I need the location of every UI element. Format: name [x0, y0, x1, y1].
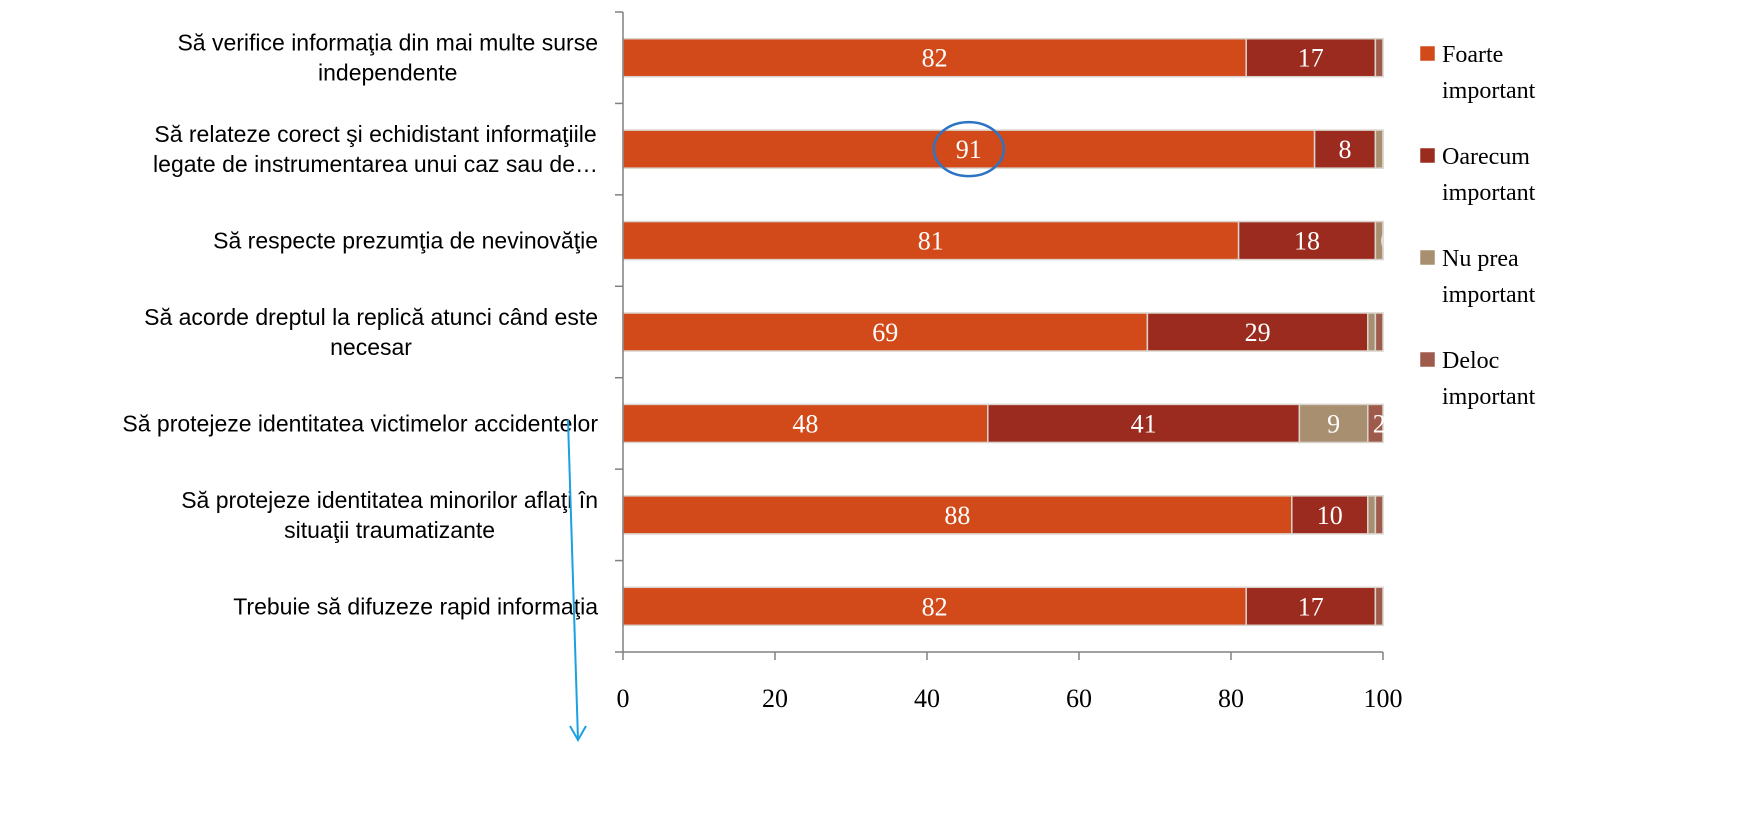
category-label-line: necesar — [330, 334, 412, 360]
data-label: 29 — [1245, 318, 1271, 347]
bar-segment — [622, 37, 1247, 78]
category-label-line: legate de instrumentarea unui caz sau de… — [153, 151, 598, 177]
bar-segment — [622, 129, 1316, 169]
category-label: Să verifice informaţia din mai multe sur… — [177, 30, 598, 86]
legend-label-line: important — [1442, 384, 1536, 410]
category-label-line: Să protejeze identitatea minorilor aflaţ… — [181, 487, 598, 513]
category-labels: Să verifice informaţia din mai multe sur… — [122, 30, 598, 620]
x-tick-label: 20 — [762, 684, 788, 713]
legend-swatch — [1419, 45, 1436, 62]
x-tick-label: 80 — [1218, 684, 1244, 713]
bars-layer: 82170918181180692914841928810182170 — [622, 37, 1393, 627]
legend-label-line: Nu prea — [1442, 246, 1519, 272]
bar-segment — [622, 220, 1240, 261]
bar-segment — [622, 495, 1293, 535]
category-label: Să protejeze identitatea minorilor aflaţ… — [181, 487, 598, 543]
legend-label: Oarecum important — [1442, 144, 1536, 206]
category-label-line: Să respecte prezumţia de nevinovăţie — [213, 228, 598, 254]
bar-segment — [1374, 37, 1384, 78]
legend-label-line: important — [1442, 180, 1536, 206]
bar-segment — [1374, 312, 1384, 352]
x-tick-label: 60 — [1066, 684, 1092, 713]
category-label-line: Să acorde dreptul la replică atunci când… — [144, 304, 598, 330]
legend-label-line: Foarte — [1442, 42, 1503, 68]
data-label: 82 — [922, 592, 948, 621]
bar-segment — [1374, 495, 1384, 535]
data-label: 82 — [922, 44, 948, 73]
bar-segment — [1146, 312, 1369, 352]
legend-label: Deloc important — [1442, 348, 1536, 410]
arrow-line — [567, 419, 579, 741]
category-label-line: Să protejeze identitatea victimelor acci… — [122, 410, 598, 436]
category-label: Să relateze corect şi echidistant inform… — [153, 121, 598, 177]
legend: Foarte important Oarecum important Nu prea im… — [1419, 42, 1536, 410]
category-label: Să acorde dreptul la replică atunci când… — [144, 304, 598, 360]
arrow-head-icon — [569, 725, 587, 743]
bar-segment — [1245, 37, 1377, 78]
data-label: 10 — [1317, 501, 1343, 530]
bar-segment — [622, 586, 1247, 627]
category-label-line: independente — [318, 60, 457, 86]
x-tick-label: 40 — [914, 684, 940, 713]
data-label: 17 — [1298, 592, 1324, 621]
highlight-circle — [932, 120, 1006, 178]
x-tick-label: 100 — [1364, 684, 1403, 713]
bar-segment — [1237, 220, 1377, 261]
legend-label-line: important — [1442, 282, 1536, 308]
x-tick-label: 0 — [617, 684, 630, 713]
bar-segment — [1374, 586, 1384, 627]
category-label-line: situaţii traumatizante — [284, 517, 495, 543]
bar-segment — [987, 403, 1301, 444]
data-label: 17 — [1298, 44, 1324, 73]
legend-label: Foarte important — [1442, 42, 1536, 104]
bar-segment — [1291, 495, 1369, 535]
data-label: 9 — [1327, 409, 1340, 438]
legend-label-line: Oarecum — [1442, 144, 1530, 170]
category-label: Trebuie să difuzeze rapid informaţia — [233, 593, 598, 619]
legend-label: Nu prea important — [1442, 246, 1536, 308]
data-label: 88 — [944, 501, 970, 530]
data-label: 18 — [1294, 227, 1320, 256]
legend-swatch — [1419, 351, 1436, 368]
bar-segment — [622, 403, 989, 444]
data-label: 41 — [1131, 409, 1157, 438]
category-label-line: Să relateze corect şi echidistant inform… — [154, 121, 596, 147]
annotations — [567, 120, 1006, 743]
data-label: 2 — [1373, 409, 1386, 438]
legend-swatch — [1419, 147, 1436, 164]
category-label: Să respecte prezumţia de nevinovăţie — [213, 228, 598, 254]
category-label: Să protejeze identitatea victimelor acci… — [122, 410, 598, 436]
data-label: 69 — [872, 318, 898, 347]
data-label: 8 — [1339, 135, 1352, 164]
bar-segment — [622, 312, 1149, 352]
data-label: 91 — [956, 135, 982, 164]
bar-segment — [1313, 129, 1377, 169]
data-label: 48 — [792, 409, 818, 438]
category-label-line: Trebuie să difuzeze rapid informaţia — [233, 593, 598, 619]
legend-swatch — [1419, 249, 1436, 266]
data-label: 81 — [918, 227, 944, 256]
bar-segment — [1245, 586, 1377, 627]
legend-label-line: important — [1442, 78, 1536, 104]
legend-label-line: Deloc — [1442, 348, 1499, 374]
category-label-line: Să verifice informaţia din mai multe sur… — [177, 30, 598, 56]
axis-layer: 0 20 40 60 80 100 — [615, 11, 1403, 713]
bar-segment — [1367, 403, 1384, 444]
